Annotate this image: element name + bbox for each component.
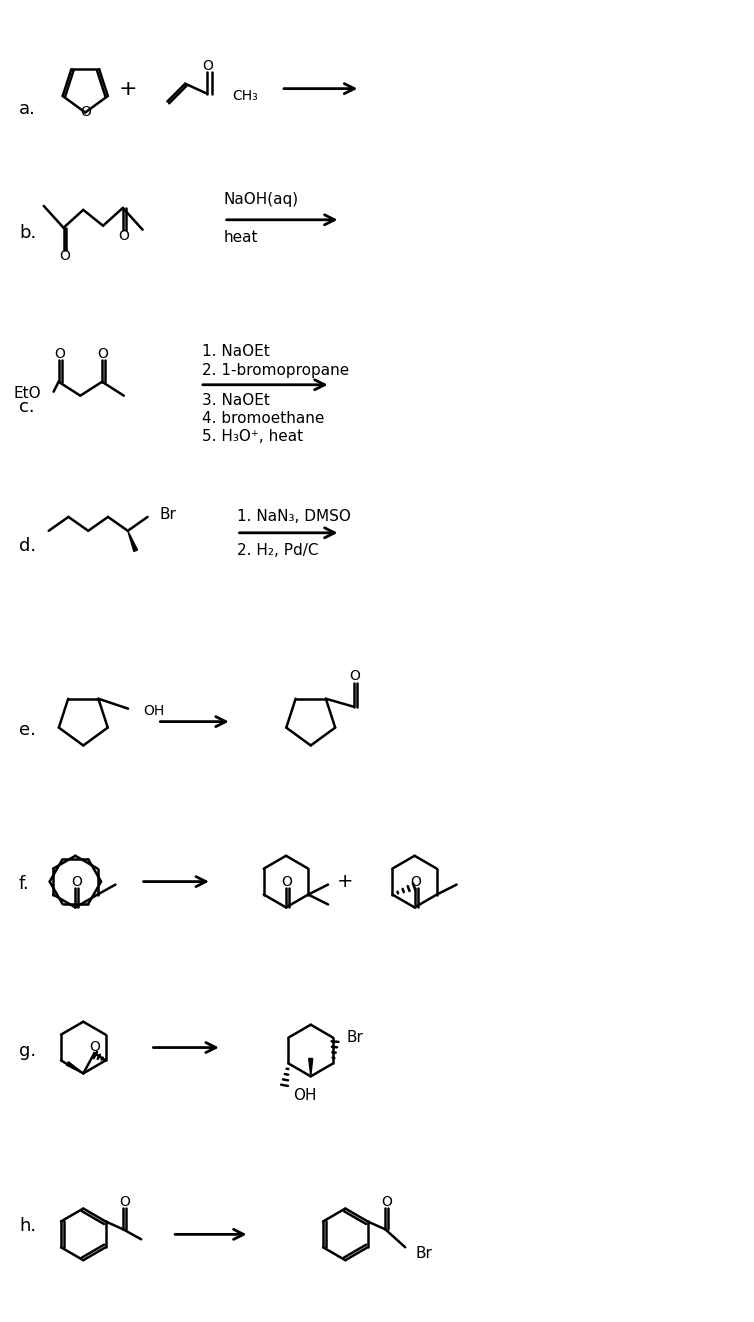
Text: OH: OH (143, 703, 164, 718)
Text: O: O (71, 875, 81, 888)
Text: O: O (54, 346, 65, 361)
Text: 1. NaOEt: 1. NaOEt (202, 345, 270, 360)
Text: f.: f. (19, 875, 29, 892)
Text: Br: Br (159, 508, 176, 522)
Text: O: O (97, 346, 109, 361)
Text: CH₃: CH₃ (233, 89, 259, 103)
Text: EtO: EtO (13, 386, 41, 401)
Text: g.: g. (19, 1042, 36, 1059)
Text: 2. H₂, Pd/C: 2. H₂, Pd/C (237, 543, 318, 558)
Polygon shape (127, 531, 137, 551)
Text: +: + (337, 873, 354, 891)
Text: 5. H₃O⁺, heat: 5. H₃O⁺, heat (202, 428, 303, 444)
Text: NaOH(aq): NaOH(aq) (224, 193, 299, 208)
Text: O: O (118, 229, 129, 243)
Text: 1. NaN₃, DMSO: 1. NaN₃, DMSO (237, 509, 351, 525)
Text: d.: d. (19, 537, 36, 555)
Text: O: O (89, 1040, 100, 1054)
Text: O: O (410, 875, 421, 888)
Text: a.: a. (19, 99, 36, 118)
Polygon shape (308, 1059, 313, 1076)
Text: OH: OH (293, 1088, 317, 1103)
Text: c.: c. (19, 398, 35, 415)
Polygon shape (66, 1062, 83, 1073)
Text: O: O (381, 1195, 392, 1208)
Text: O: O (281, 875, 293, 888)
Text: 3. NaOEt: 3. NaOEt (202, 393, 270, 408)
Text: O: O (59, 249, 70, 263)
Text: b.: b. (19, 223, 36, 242)
Text: O: O (119, 1195, 130, 1208)
Text: 4. bromoethane: 4. bromoethane (202, 411, 324, 426)
Text: e.: e. (19, 720, 36, 739)
Text: heat: heat (224, 230, 258, 245)
Text: Br: Br (347, 1030, 363, 1046)
Text: 2. 1-bromopropane: 2. 1-bromopropane (202, 364, 349, 378)
Text: O: O (80, 106, 90, 119)
Text: O: O (349, 669, 360, 683)
Text: Br: Br (415, 1245, 432, 1261)
Text: +: + (118, 78, 137, 99)
Text: O: O (203, 58, 213, 73)
Text: h.: h. (19, 1218, 36, 1236)
